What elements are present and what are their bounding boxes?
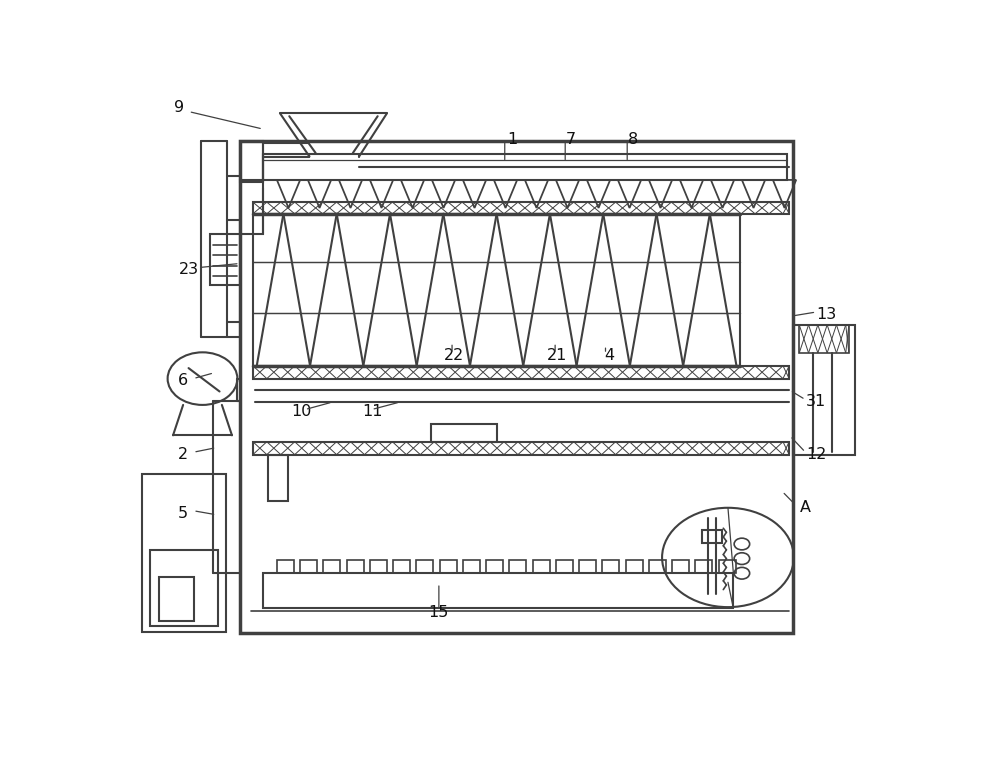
Bar bbox=[702, 530, 722, 543]
Bar bbox=[240, 140, 793, 634]
Bar bbox=[793, 325, 855, 455]
Text: 8: 8 bbox=[628, 131, 638, 146]
Text: 31: 31 bbox=[806, 395, 826, 410]
Bar bbox=[602, 560, 619, 573]
Bar bbox=[253, 366, 789, 379]
Bar bbox=[719, 560, 736, 573]
Bar bbox=[579, 560, 596, 573]
Bar bbox=[370, 560, 387, 573]
Text: 15: 15 bbox=[429, 605, 449, 620]
Text: 1: 1 bbox=[507, 131, 518, 146]
Bar bbox=[695, 560, 712, 573]
Bar bbox=[486, 560, 503, 573]
Text: 2: 2 bbox=[178, 447, 188, 462]
Bar bbox=[253, 202, 789, 214]
Bar bbox=[556, 560, 573, 573]
Bar bbox=[347, 560, 364, 573]
Bar bbox=[210, 235, 240, 285]
Bar bbox=[323, 560, 340, 573]
Bar bbox=[799, 325, 849, 353]
Bar bbox=[268, 455, 288, 502]
Text: 23: 23 bbox=[178, 262, 199, 277]
Bar bbox=[263, 154, 787, 180]
Text: 6: 6 bbox=[178, 373, 188, 388]
Bar bbox=[253, 214, 740, 366]
Bar bbox=[159, 577, 194, 621]
Bar bbox=[240, 140, 263, 181]
Text: 21: 21 bbox=[547, 348, 568, 363]
Text: 10: 10 bbox=[292, 404, 312, 419]
Bar bbox=[393, 560, 410, 573]
Bar bbox=[263, 573, 733, 608]
Bar bbox=[649, 560, 666, 573]
Bar bbox=[150, 550, 218, 626]
Text: 7: 7 bbox=[566, 131, 576, 146]
Text: 4: 4 bbox=[604, 348, 614, 363]
Text: 12: 12 bbox=[806, 447, 826, 462]
Bar bbox=[431, 424, 497, 442]
Text: 13: 13 bbox=[816, 307, 836, 322]
Bar bbox=[253, 442, 789, 455]
Bar bbox=[533, 560, 550, 573]
Bar bbox=[440, 560, 457, 573]
Bar bbox=[509, 560, 526, 573]
Bar bbox=[463, 560, 480, 573]
Bar bbox=[416, 560, 433, 573]
Text: 22: 22 bbox=[444, 348, 464, 363]
Text: A: A bbox=[800, 499, 811, 515]
Text: 9: 9 bbox=[174, 100, 184, 115]
Bar bbox=[142, 474, 226, 631]
Bar bbox=[240, 181, 263, 235]
Text: 11: 11 bbox=[363, 404, 383, 419]
Bar bbox=[300, 560, 317, 573]
Bar bbox=[277, 560, 294, 573]
Bar bbox=[626, 560, 643, 573]
Text: 5: 5 bbox=[178, 505, 188, 521]
Bar bbox=[672, 560, 689, 573]
